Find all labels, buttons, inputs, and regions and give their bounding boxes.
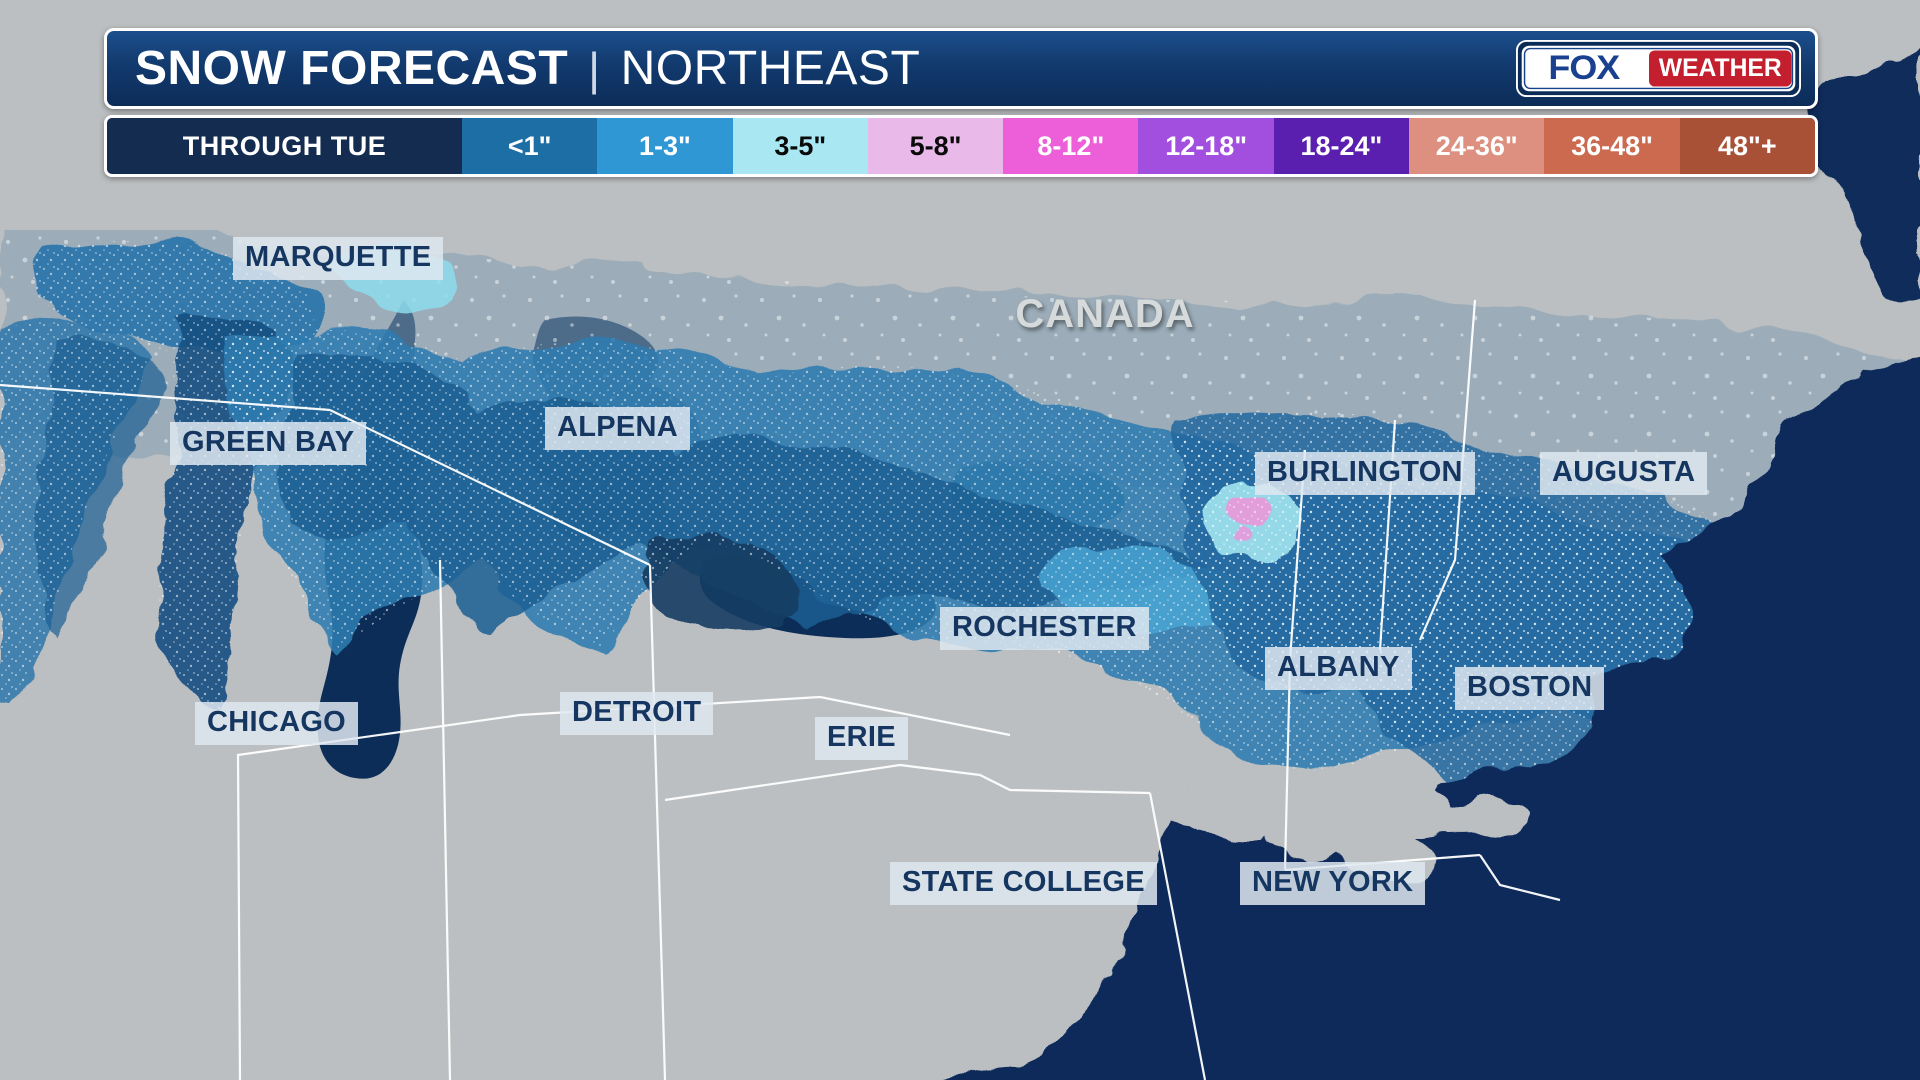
svg-text:FOX: FOX: [1548, 49, 1620, 87]
svg-text:WEATHER: WEATHER: [1659, 55, 1782, 82]
